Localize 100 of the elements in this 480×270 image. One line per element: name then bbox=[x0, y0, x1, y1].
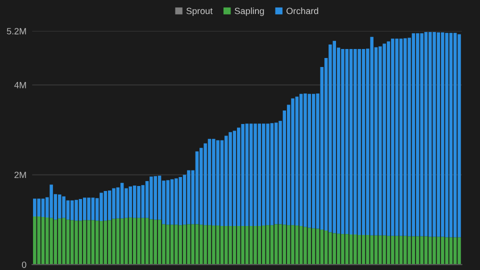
bar bbox=[420, 236, 424, 265]
bar bbox=[424, 236, 428, 265]
bar bbox=[440, 32, 444, 237]
bar bbox=[436, 32, 440, 237]
bar bbox=[328, 44, 332, 232]
bar bbox=[358, 234, 361, 265]
bar bbox=[150, 219, 153, 265]
bar bbox=[341, 49, 344, 234]
bar bbox=[212, 226, 216, 265]
bar bbox=[291, 225, 294, 265]
bar bbox=[50, 218, 53, 265]
bar bbox=[204, 225, 207, 265]
bar bbox=[95, 220, 99, 265]
bar bbox=[312, 228, 316, 265]
legend-label: Sapling bbox=[234, 8, 264, 16]
bar bbox=[228, 132, 232, 226]
bar bbox=[370, 36, 374, 236]
bar bbox=[428, 32, 432, 237]
bar bbox=[174, 224, 178, 265]
bar bbox=[33, 216, 36, 265]
bar bbox=[412, 236, 416, 265]
bar bbox=[245, 124, 249, 226]
bar bbox=[124, 218, 128, 265]
bar bbox=[395, 38, 398, 236]
bar bbox=[195, 224, 199, 265]
bar bbox=[232, 226, 236, 265]
bar bbox=[391, 236, 394, 265]
bar bbox=[445, 32, 448, 238]
bar bbox=[266, 124, 270, 226]
legend-label: Orchard bbox=[286, 8, 318, 14]
bar bbox=[254, 226, 257, 265]
bar bbox=[200, 148, 203, 225]
bar bbox=[108, 220, 112, 265]
bar bbox=[78, 199, 82, 221]
bar bbox=[46, 217, 49, 265]
bar bbox=[178, 225, 182, 265]
bar bbox=[191, 224, 194, 265]
bar bbox=[274, 224, 278, 265]
bar bbox=[141, 218, 145, 265]
bar bbox=[332, 233, 336, 265]
bar bbox=[370, 235, 374, 265]
bar bbox=[295, 96, 299, 226]
bar bbox=[262, 124, 266, 226]
bar bbox=[37, 198, 40, 217]
bar bbox=[312, 94, 316, 228]
bar bbox=[320, 230, 324, 265]
bar bbox=[445, 237, 448, 265]
bar bbox=[41, 216, 45, 265]
bar bbox=[216, 140, 220, 226]
bar bbox=[404, 38, 407, 236]
bar bbox=[374, 235, 378, 265]
bar bbox=[258, 226, 262, 265]
y-tick-label: 4M bbox=[14, 82, 26, 88]
bar bbox=[332, 40, 336, 234]
bar bbox=[158, 220, 162, 265]
bar bbox=[158, 176, 162, 220]
bar bbox=[74, 200, 78, 221]
bar bbox=[174, 178, 178, 225]
bar bbox=[62, 218, 66, 265]
bar bbox=[33, 198, 36, 217]
bar bbox=[299, 94, 303, 226]
bar bbox=[295, 226, 299, 265]
bar bbox=[116, 218, 120, 265]
bar bbox=[141, 185, 145, 218]
bar bbox=[128, 217, 132, 265]
bar bbox=[187, 224, 190, 265]
bar bbox=[82, 220, 86, 265]
bar bbox=[241, 124, 244, 226]
bar bbox=[66, 200, 70, 220]
bar bbox=[112, 188, 116, 219]
bar bbox=[208, 138, 212, 226]
bar bbox=[166, 224, 170, 265]
bar bbox=[282, 224, 286, 265]
bar bbox=[386, 236, 390, 265]
bar bbox=[241, 226, 244, 265]
bar bbox=[378, 235, 382, 265]
bar bbox=[137, 218, 140, 265]
bar bbox=[178, 177, 182, 226]
bar bbox=[187, 170, 190, 224]
bar bbox=[458, 34, 461, 238]
y-tick-label: 2M bbox=[14, 172, 26, 178]
bar bbox=[362, 49, 366, 235]
bar bbox=[382, 44, 386, 236]
bar bbox=[78, 220, 82, 265]
bar bbox=[166, 180, 170, 225]
bar bbox=[66, 220, 70, 265]
bar bbox=[358, 49, 361, 235]
bar bbox=[41, 198, 45, 217]
bar bbox=[82, 198, 86, 220]
bar bbox=[386, 41, 390, 236]
bar bbox=[208, 225, 212, 265]
bar bbox=[458, 237, 461, 265]
bar bbox=[308, 94, 312, 228]
bar bbox=[100, 192, 103, 222]
bar bbox=[87, 198, 90, 220]
bar bbox=[224, 136, 228, 226]
bar bbox=[250, 124, 253, 226]
bar bbox=[408, 236, 411, 265]
bar bbox=[200, 224, 203, 265]
legend-label: Sprout bbox=[186, 8, 213, 16]
